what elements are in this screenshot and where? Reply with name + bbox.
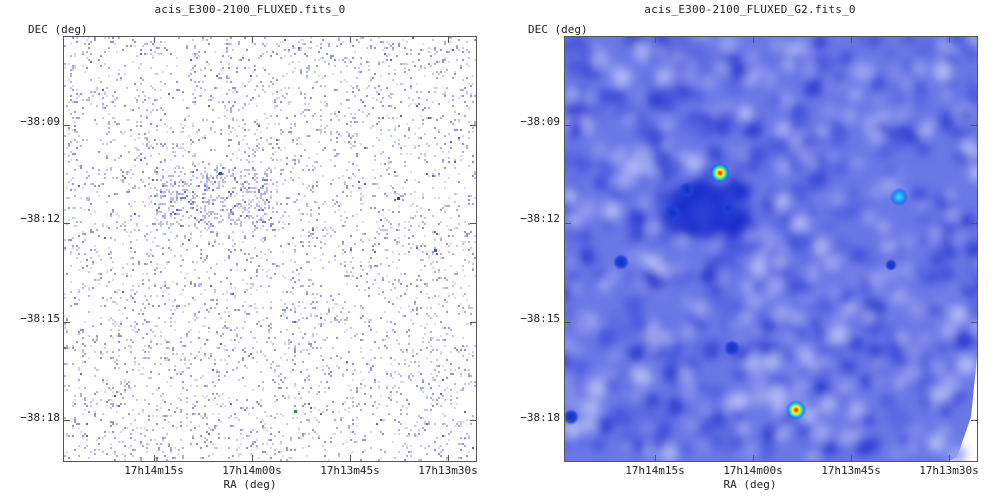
bright-pixel [397,197,400,200]
y-tick-mark [971,223,977,224]
raw-events-image [64,37,476,461]
y-tick-label: −38:18 [520,411,560,424]
point-source [613,254,629,270]
y-tick-mark [565,125,571,126]
point-source [710,163,730,183]
y-tick-label: −38:18 [20,411,60,424]
y-tick-label: −38:12 [20,212,60,225]
y-tick-mark [971,322,977,323]
y-tick-mark [470,125,476,126]
x-tick-mark [851,455,852,461]
point-source [786,400,806,420]
x-tick-label: 17h13m30s [919,464,979,477]
y-tick-mark [971,420,977,421]
x-tick-mark [448,455,449,461]
smoothed-noise [565,37,977,461]
y-tick-mark [470,223,476,224]
y-tick-label: −38:12 [520,212,560,225]
x-tick-mark [655,37,656,43]
y-tick-mark [565,223,571,224]
point-source [664,204,682,222]
x-tick-label: 17h13m45s [821,464,881,477]
x-tick-mark [949,455,950,461]
x-axis-label: RA (deg) [223,478,277,491]
y-tick-mark [64,322,70,323]
y-tick-label: −38:15 [20,312,60,325]
y-tick-mark [971,125,977,126]
y-tick-label: −38:09 [20,115,60,128]
panel-title: acis_E300-2100_FLUXED_G2.fits_0 [644,3,856,16]
x-tick-mark [350,37,351,43]
bright-pixel [434,249,437,252]
panel-title: acis_E300-2100_FLUXED.fits_0 [154,3,346,16]
y-tick-mark [565,322,571,323]
y-tick-mark [470,420,476,421]
x-tick-label: 17h13m45s [320,464,380,477]
x-tick-label: 17h14m00s [222,464,282,477]
y-tick-label: −38:09 [520,115,560,128]
image-plot-area[interactable] [63,36,477,462]
y-tick-mark [565,420,571,421]
y-tick-label: −38:15 [520,312,560,325]
x-tick-mark [949,37,950,43]
y-tick-mark [64,223,70,224]
point-source [721,201,735,215]
x-tick-label: 17h14m00s [723,464,783,477]
y-tick-mark [64,125,70,126]
event-pixels [64,37,476,461]
point-source [724,340,740,356]
x-tick-mark [753,37,754,43]
x-tick-mark [154,455,155,461]
x-tick-mark [655,455,656,461]
right-image-panel: acis_E300-2100_FLUXED_G2.fits_0 DEC (deg… [500,0,1000,499]
bright-pixel [294,410,297,413]
point-source [885,259,897,271]
y-axis-label: DEC (deg) [28,23,88,36]
y-tick-mark [64,420,70,421]
y-tick-mark [470,322,476,323]
x-tick-label: 17h14m15s [124,464,184,477]
x-tick-mark [350,455,351,461]
x-tick-label: 17h14m15s [625,464,685,477]
bright-pixel [219,172,222,175]
left-image-panel: acis_E300-2100_FLUXED.fits_0 DEC (deg) −… [20,3,478,491]
image-plot-area[interactable] [564,36,978,462]
x-tick-mark [252,455,253,461]
x-tick-mark [448,37,449,43]
smoothed-image [565,37,977,461]
x-tick-label: 17h13m30s [418,464,478,477]
x-axis-label: RA (deg) [723,478,777,491]
point-source [679,182,695,198]
x-tick-mark [851,37,852,43]
x-tick-mark [252,37,253,43]
y-axis-label: DEC (deg) [528,23,588,36]
point-source [890,188,908,206]
x-tick-mark [753,455,754,461]
x-tick-mark [154,37,155,43]
